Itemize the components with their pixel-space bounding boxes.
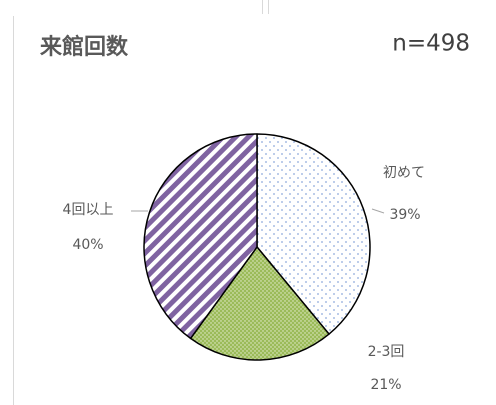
slice-value-label: 21% [370, 377, 401, 393]
leader-line [371, 208, 385, 214]
pie-slice [189, 246, 330, 361]
slice-value-label: 39% [389, 207, 420, 223]
pie-slice [143, 133, 258, 340]
chart-title: 来館回数 [39, 34, 129, 60]
slice-label: 初めて [383, 164, 425, 181]
sample-size: n=498 [392, 31, 470, 57]
pie-slice [256, 133, 371, 335]
slice-label: 2-3回 [368, 344, 405, 360]
slice-label: 4回以上 [63, 202, 114, 218]
slice-value-label: 40% [72, 237, 103, 253]
